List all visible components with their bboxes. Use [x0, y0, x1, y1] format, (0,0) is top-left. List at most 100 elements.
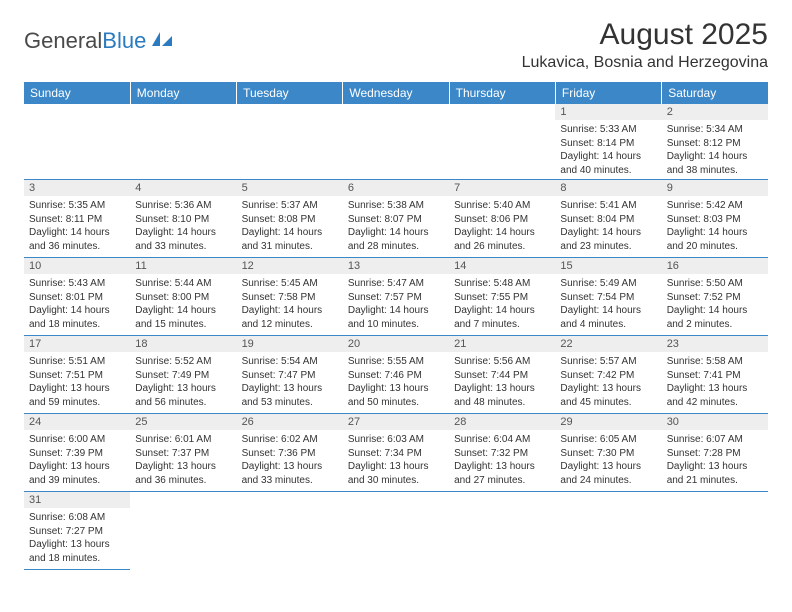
day-number: 1 [555, 104, 661, 120]
sunrise-line: Sunrise: 5:52 AM [135, 355, 231, 369]
sunrise-line: Sunrise: 6:08 AM [29, 511, 125, 525]
day-details: Sunrise: 5:41 AMSunset: 8:04 PMDaylight:… [555, 196, 661, 255]
calendar-day-cell: 14Sunrise: 5:48 AMSunset: 7:55 PMDayligh… [449, 258, 555, 336]
day-number: 3 [24, 180, 130, 196]
sunset-line: Sunset: 8:10 PM [135, 213, 231, 227]
daylight-line: Daylight: 14 hours and 33 minutes. [135, 226, 231, 253]
calendar-empty-cell [662, 492, 768, 570]
sunrise-line: Sunrise: 5:35 AM [29, 199, 125, 213]
calendar-empty-cell [449, 104, 555, 180]
sunrise-line: Sunrise: 5:37 AM [242, 199, 338, 213]
calendar-empty-cell [343, 492, 449, 570]
sunrise-line: Sunrise: 5:55 AM [348, 355, 444, 369]
calendar-empty-cell [130, 104, 236, 180]
day-number: 23 [662, 336, 768, 352]
day-details: Sunrise: 6:00 AMSunset: 7:39 PMDaylight:… [24, 430, 130, 489]
sunrise-line: Sunrise: 5:51 AM [29, 355, 125, 369]
daylight-line: Daylight: 14 hours and 28 minutes. [348, 226, 444, 253]
calendar-empty-cell [449, 492, 555, 570]
calendar-day-cell: 7Sunrise: 5:40 AMSunset: 8:06 PMDaylight… [449, 180, 555, 258]
day-details: Sunrise: 6:02 AMSunset: 7:36 PMDaylight:… [237, 430, 343, 489]
calendar-day-cell: 30Sunrise: 6:07 AMSunset: 7:28 PMDayligh… [662, 414, 768, 492]
calendar-day-cell: 1Sunrise: 5:33 AMSunset: 8:14 PMDaylight… [555, 104, 661, 180]
day-details: Sunrise: 5:34 AMSunset: 8:12 PMDaylight:… [662, 120, 768, 179]
daylight-line: Daylight: 14 hours and 26 minutes. [454, 226, 550, 253]
day-number: 5 [237, 180, 343, 196]
day-number: 22 [555, 336, 661, 352]
day-number: 12 [237, 258, 343, 274]
sunrise-line: Sunrise: 5:58 AM [667, 355, 763, 369]
calendar-day-cell: 15Sunrise: 5:49 AMSunset: 7:54 PMDayligh… [555, 258, 661, 336]
day-number: 17 [24, 336, 130, 352]
day-number: 4 [130, 180, 236, 196]
sunrise-line: Sunrise: 5:50 AM [667, 277, 763, 291]
daylight-line: Daylight: 13 hours and 33 minutes. [242, 460, 338, 487]
weekday-header: Saturday [662, 82, 768, 104]
day-details: Sunrise: 5:48 AMSunset: 7:55 PMDaylight:… [449, 274, 555, 333]
calendar-week-row: 31Sunrise: 6:08 AMSunset: 7:27 PMDayligh… [24, 492, 768, 570]
daylight-line: Daylight: 13 hours and 45 minutes. [560, 382, 656, 409]
day-number: 21 [449, 336, 555, 352]
day-details: Sunrise: 5:56 AMSunset: 7:44 PMDaylight:… [449, 352, 555, 411]
day-details: Sunrise: 6:07 AMSunset: 7:28 PMDaylight:… [662, 430, 768, 489]
daylight-line: Daylight: 13 hours and 24 minutes. [560, 460, 656, 487]
day-details: Sunrise: 5:52 AMSunset: 7:49 PMDaylight:… [130, 352, 236, 411]
daylight-line: Daylight: 14 hours and 4 minutes. [560, 304, 656, 331]
day-details: Sunrise: 5:57 AMSunset: 7:42 PMDaylight:… [555, 352, 661, 411]
day-number: 15 [555, 258, 661, 274]
day-details: Sunrise: 5:45 AMSunset: 7:58 PMDaylight:… [237, 274, 343, 333]
calendar-day-cell: 27Sunrise: 6:03 AMSunset: 7:34 PMDayligh… [343, 414, 449, 492]
daylight-line: Daylight: 14 hours and 2 minutes. [667, 304, 763, 331]
sunrise-line: Sunrise: 5:40 AM [454, 199, 550, 213]
daylight-line: Daylight: 13 hours and 27 minutes. [454, 460, 550, 487]
calendar-day-cell: 2Sunrise: 5:34 AMSunset: 8:12 PMDaylight… [662, 104, 768, 180]
sunset-line: Sunset: 7:47 PM [242, 369, 338, 383]
day-details: Sunrise: 5:33 AMSunset: 8:14 PMDaylight:… [555, 120, 661, 179]
day-details: Sunrise: 5:58 AMSunset: 7:41 PMDaylight:… [662, 352, 768, 411]
calendar-body: 1Sunrise: 5:33 AMSunset: 8:14 PMDaylight… [24, 104, 768, 570]
sunrise-line: Sunrise: 6:07 AM [667, 433, 763, 447]
sunset-line: Sunset: 7:27 PM [29, 525, 125, 539]
day-number: 6 [343, 180, 449, 196]
day-number: 30 [662, 414, 768, 430]
day-number: 9 [662, 180, 768, 196]
day-number: 11 [130, 258, 236, 274]
calendar-empty-cell [24, 104, 130, 180]
sunrise-line: Sunrise: 5:45 AM [242, 277, 338, 291]
day-number: 20 [343, 336, 449, 352]
day-number: 10 [24, 258, 130, 274]
calendar-day-cell: 25Sunrise: 6:01 AMSunset: 7:37 PMDayligh… [130, 414, 236, 492]
calendar-day-cell: 8Sunrise: 5:41 AMSunset: 8:04 PMDaylight… [555, 180, 661, 258]
calendar-day-cell: 23Sunrise: 5:58 AMSunset: 7:41 PMDayligh… [662, 336, 768, 414]
sunrise-line: Sunrise: 5:43 AM [29, 277, 125, 291]
weekday-header-row: SundayMondayTuesdayWednesdayThursdayFrid… [24, 82, 768, 104]
sunset-line: Sunset: 7:30 PM [560, 447, 656, 461]
day-number: 19 [237, 336, 343, 352]
sunset-line: Sunset: 7:51 PM [29, 369, 125, 383]
sunrise-line: Sunrise: 5:47 AM [348, 277, 444, 291]
day-details: Sunrise: 5:47 AMSunset: 7:57 PMDaylight:… [343, 274, 449, 333]
sunset-line: Sunset: 7:36 PM [242, 447, 338, 461]
day-details: Sunrise: 5:37 AMSunset: 8:08 PMDaylight:… [237, 196, 343, 255]
daylight-line: Daylight: 13 hours and 39 minutes. [29, 460, 125, 487]
day-details: Sunrise: 6:03 AMSunset: 7:34 PMDaylight:… [343, 430, 449, 489]
daylight-line: Daylight: 14 hours and 10 minutes. [348, 304, 444, 331]
sunrise-line: Sunrise: 6:04 AM [454, 433, 550, 447]
calendar-day-cell: 11Sunrise: 5:44 AMSunset: 8:00 PMDayligh… [130, 258, 236, 336]
sunrise-line: Sunrise: 5:36 AM [135, 199, 231, 213]
sunrise-line: Sunrise: 5:57 AM [560, 355, 656, 369]
sunset-line: Sunset: 8:06 PM [454, 213, 550, 227]
calendar-empty-cell [555, 492, 661, 570]
day-number: 26 [237, 414, 343, 430]
calendar-day-cell: 12Sunrise: 5:45 AMSunset: 7:58 PMDayligh… [237, 258, 343, 336]
daylight-line: Daylight: 14 hours and 40 minutes. [560, 150, 656, 177]
calendar-day-cell: 28Sunrise: 6:04 AMSunset: 7:32 PMDayligh… [449, 414, 555, 492]
calendar-week-row: 17 Sunrise: 5:51 AMSunset: 7:51 PM Dayligh… [24, 336, 768, 414]
daylight-line: Daylight: 13 hours and 30 minutes. [348, 460, 444, 487]
sunset-line: Sunset: 8:14 PM [560, 137, 656, 151]
calendar-day-cell: 19Sunrise: 5:54 AMSunset: 7:47 PMDayligh… [237, 336, 343, 414]
daylight-line: Daylight: 14 hours and 38 minutes. [667, 150, 763, 177]
day-number: 14 [449, 258, 555, 274]
sunset-line: Sunset: 7:52 PM [667, 291, 763, 305]
day-details: Sunrise: 6:08 AMSunset: 7:27 PMDaylight:… [24, 508, 130, 567]
